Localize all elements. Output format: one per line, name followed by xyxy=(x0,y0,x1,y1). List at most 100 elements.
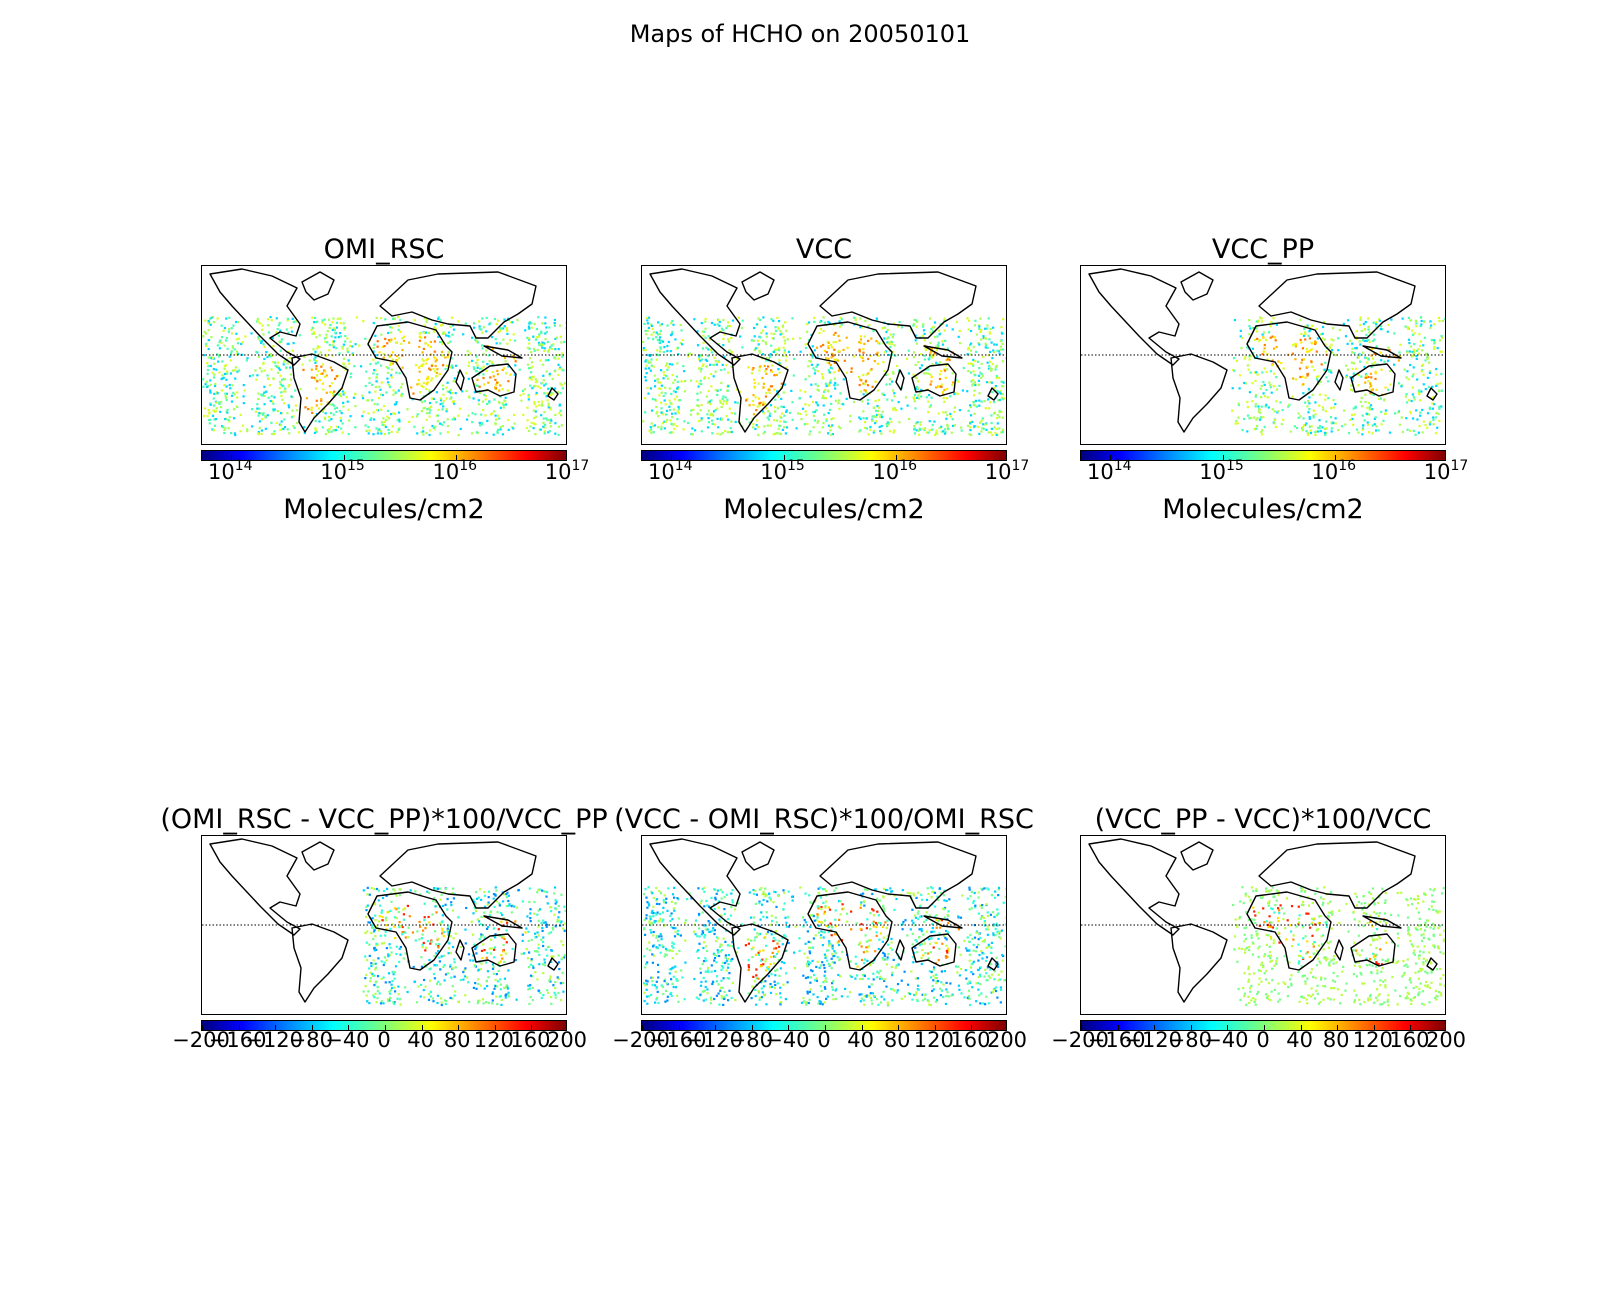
hcho-data-point xyxy=(476,366,479,369)
hcho-data-point xyxy=(394,965,398,968)
hcho-data-point xyxy=(845,371,848,374)
hcho-data-point xyxy=(1358,340,1361,343)
hcho-data-point xyxy=(426,890,429,893)
hcho-data-point xyxy=(494,985,497,988)
hcho-data-point xyxy=(875,319,879,322)
hcho-data-point xyxy=(560,893,563,896)
hcho-data-point xyxy=(827,424,830,427)
hcho-data-point xyxy=(497,969,500,973)
hcho-data-point xyxy=(480,949,484,952)
hcho-data-point xyxy=(1253,428,1256,431)
hcho-data-point xyxy=(534,410,537,413)
hcho-data-point xyxy=(816,421,819,424)
hcho-data-point xyxy=(780,386,783,389)
hcho-data-point xyxy=(270,354,274,357)
hcho-data-point xyxy=(672,408,676,411)
hcho-data-point xyxy=(1361,433,1364,436)
hcho-data-point xyxy=(1371,388,1374,391)
hcho-data-point xyxy=(1328,369,1331,372)
hcho-data-point xyxy=(554,925,557,928)
hcho-data-point xyxy=(713,956,717,960)
hcho-data-point xyxy=(494,936,497,939)
hcho-data-point xyxy=(716,432,719,435)
hcho-data-point xyxy=(809,360,812,363)
hcho-data-point xyxy=(1264,338,1268,342)
hcho-data-point xyxy=(663,924,667,927)
hcho-data-point xyxy=(389,996,392,999)
hcho-data-point xyxy=(658,394,661,397)
hcho-data-point xyxy=(811,356,814,359)
hcho-data-point xyxy=(548,430,551,433)
hcho-data-point xyxy=(660,391,663,394)
hcho-data-point xyxy=(721,363,724,366)
hcho-data-point xyxy=(660,339,663,342)
hcho-data-point xyxy=(664,386,667,389)
hcho-data-point xyxy=(980,338,983,341)
hcho-data-point xyxy=(1428,361,1431,364)
hcho-data-point xyxy=(366,886,369,889)
hcho-data-point xyxy=(692,408,695,411)
hcho-data-point xyxy=(960,429,963,432)
hcho-data-point xyxy=(277,361,280,364)
hcho-data-point xyxy=(464,322,467,325)
hcho-data-point xyxy=(203,330,206,333)
hcho-data-point xyxy=(272,409,275,412)
hcho-data-point xyxy=(776,407,779,410)
hcho-data-point xyxy=(367,425,370,429)
hcho-data-point xyxy=(808,952,812,955)
hcho-data-point xyxy=(384,916,388,919)
hcho-data-point xyxy=(855,922,858,925)
hcho-data-point xyxy=(1405,393,1408,396)
hcho-data-point xyxy=(770,923,773,926)
hcho-data-point xyxy=(310,406,313,409)
hcho-data-point xyxy=(840,402,843,405)
hcho-data-point xyxy=(1379,325,1383,328)
hcho-data-point xyxy=(883,369,886,373)
hcho-data-point xyxy=(427,377,430,380)
hcho-data-point xyxy=(407,936,410,939)
hcho-data-point xyxy=(540,996,543,999)
hcho-data-point xyxy=(1275,388,1279,391)
hcho-data-point xyxy=(897,369,901,372)
hcho-data-point xyxy=(1357,431,1360,434)
hcho-data-point xyxy=(499,960,502,963)
hcho-data-point xyxy=(500,911,503,915)
hcho-data-point xyxy=(378,920,381,923)
hcho-data-point xyxy=(978,933,981,936)
hcho-data-point xyxy=(372,346,375,350)
hcho-data-point xyxy=(215,407,218,410)
hcho-data-point xyxy=(433,896,436,900)
hcho-data-point xyxy=(764,341,767,344)
hcho-data-point xyxy=(425,431,428,435)
hcho-data-point xyxy=(559,324,562,327)
hcho-data-point xyxy=(675,986,678,989)
hcho-data-point xyxy=(538,888,541,891)
colorbar-tick-label: 1017 xyxy=(1423,458,1469,484)
hcho-data-point xyxy=(385,419,388,422)
hcho-data-point xyxy=(1419,411,1422,414)
hcho-data-point xyxy=(260,429,263,432)
hcho-data-point xyxy=(522,413,525,416)
hcho-data-point xyxy=(727,340,731,343)
hcho-data-point xyxy=(775,947,778,950)
hcho-data-point xyxy=(1368,340,1371,343)
hcho-data-point xyxy=(1239,329,1242,332)
hcho-data-point xyxy=(280,338,283,341)
hcho-data-point xyxy=(1312,416,1315,419)
hcho-data-point xyxy=(1256,355,1259,358)
hcho-data-point xyxy=(656,990,659,993)
hcho-data-point xyxy=(283,402,286,405)
hcho-data-point xyxy=(668,387,671,390)
hcho-data-point xyxy=(1367,380,1370,383)
hcho-data-point xyxy=(714,969,717,973)
hcho-data-point xyxy=(1371,408,1374,411)
hcho-data-point xyxy=(346,337,349,340)
hcho-data-point xyxy=(1271,408,1274,411)
hcho-data-point xyxy=(279,424,282,427)
hcho-data-point xyxy=(551,926,554,929)
hcho-data-point xyxy=(863,389,866,392)
hcho-data-point xyxy=(229,387,232,390)
hcho-data-point xyxy=(536,348,539,352)
hcho-data-point xyxy=(1239,374,1242,377)
hcho-data-point xyxy=(534,433,537,436)
